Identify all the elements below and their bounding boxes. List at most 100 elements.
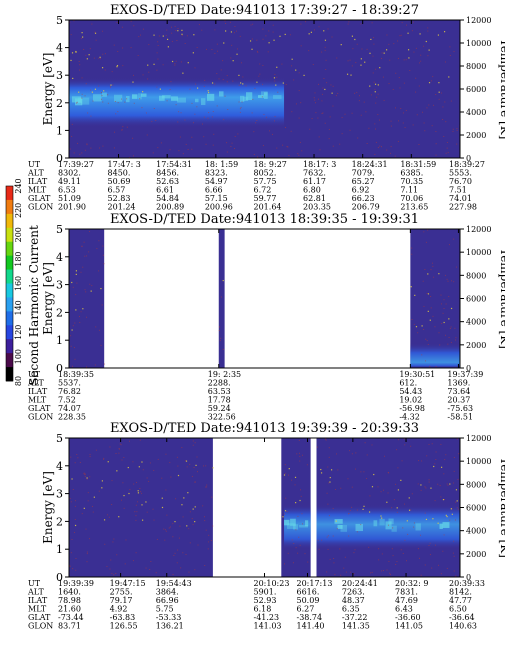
noise-dot <box>363 471 365 473</box>
trace-dot <box>437 522 439 524</box>
table-cell: 19:54:43 <box>156 579 192 588</box>
trace-dot <box>86 58 88 60</box>
noise-dot <box>401 460 403 462</box>
noise-dot <box>71 135 73 137</box>
noise-dot <box>430 80 432 82</box>
colorbar-label: Second Harmonic Current <box>27 225 41 386</box>
trace-dot <box>138 466 140 468</box>
noise-dot <box>456 129 458 131</box>
trace-dot <box>437 34 440 36</box>
noise-dot <box>366 48 368 50</box>
noise-dot <box>211 496 213 498</box>
trace-dot <box>282 516 284 518</box>
noise-dot <box>383 570 385 572</box>
noise-dot <box>456 438 458 440</box>
noise-dot <box>429 365 431 367</box>
noise-dot <box>204 520 206 522</box>
noise-dot <box>457 508 459 510</box>
noise-dot <box>111 503 113 505</box>
noise-dot <box>123 457 125 459</box>
colorbar-segment <box>6 213 13 229</box>
noise-dot <box>354 549 356 551</box>
trace-dot <box>374 83 377 85</box>
y-tick-label: 4 <box>56 42 63 55</box>
noise-dot <box>295 529 297 531</box>
noise-dot <box>194 569 196 571</box>
noise-dot <box>417 483 419 485</box>
noise-dot <box>158 35 160 37</box>
y2-tick-label: 10000 <box>466 39 491 48</box>
noise-dot <box>205 486 207 488</box>
noise-dot <box>196 106 198 108</box>
table-cell: 228.35 <box>58 413 86 422</box>
trace-dot <box>116 64 119 67</box>
noise-dot <box>360 471 362 473</box>
table-cell: 4.92 <box>110 605 128 614</box>
trace-dot <box>75 309 77 311</box>
noise-dot <box>69 566 71 568</box>
noise-dot <box>87 112 89 114</box>
noise-dot <box>89 538 91 540</box>
table-cell: 6.72 <box>254 186 272 195</box>
noise-dot <box>226 142 228 144</box>
noise-dot <box>383 455 385 457</box>
panel-2 <box>65 228 464 369</box>
noise-dot <box>445 454 447 456</box>
noise-dot <box>126 126 128 128</box>
noise-dot <box>299 460 301 462</box>
band-hotspot <box>162 95 171 99</box>
band-hotspot <box>379 518 385 526</box>
noise-dot <box>446 567 448 569</box>
table-cell: -63.83 <box>110 613 136 622</box>
noise-dot <box>410 509 412 511</box>
noise-dot <box>454 327 456 329</box>
table-cell: 59.24 <box>208 404 231 413</box>
noise-dot <box>370 94 372 96</box>
noise-dot <box>360 524 362 526</box>
noise-dot <box>313 97 315 99</box>
table-cell: 8142. <box>449 588 472 597</box>
noise-dot <box>165 34 167 36</box>
noise-dot <box>146 511 148 513</box>
y2-tick-label: 0 <box>466 154 471 163</box>
table-cell: 2755. <box>110 588 133 597</box>
colorbar-segment <box>6 339 13 354</box>
noise-dot <box>411 247 413 249</box>
noise-dot <box>377 114 379 116</box>
noise-dot <box>169 526 171 528</box>
noise-dot <box>352 48 354 50</box>
trace-dot <box>381 517 383 519</box>
noise-dot <box>101 95 103 97</box>
noise-dot <box>301 513 303 515</box>
noise-dot <box>445 152 447 154</box>
noise-dot <box>341 133 343 135</box>
noise-dot <box>80 311 82 313</box>
y-tick-label: 1 <box>56 124 63 137</box>
table-cell: 20.37 <box>447 396 470 405</box>
noise-dot <box>204 564 206 566</box>
noise-dot <box>102 254 104 256</box>
trace-dot <box>123 494 125 497</box>
trace-dot <box>448 318 450 320</box>
noise-dot <box>242 76 244 78</box>
noise-dot <box>192 444 194 446</box>
noise-dot <box>79 322 81 324</box>
noise-dot <box>103 263 105 265</box>
noise-dot <box>444 499 446 501</box>
noise-dot <box>86 143 88 145</box>
trace-dot <box>400 479 402 481</box>
noise-dot <box>214 29 216 31</box>
noise-dot <box>166 514 168 516</box>
noise-dot <box>169 89 171 91</box>
noise-dot <box>146 477 148 479</box>
noise-dot <box>206 486 208 488</box>
noise-dot <box>339 143 341 145</box>
noise-dot <box>326 536 328 538</box>
trace-dot <box>440 466 443 468</box>
noise-dot <box>245 85 247 87</box>
noise-dot <box>191 136 193 138</box>
band-hotspot <box>195 98 199 103</box>
noise-dot <box>224 20 226 22</box>
trace-dot <box>187 62 189 64</box>
noise-dot <box>147 78 149 80</box>
